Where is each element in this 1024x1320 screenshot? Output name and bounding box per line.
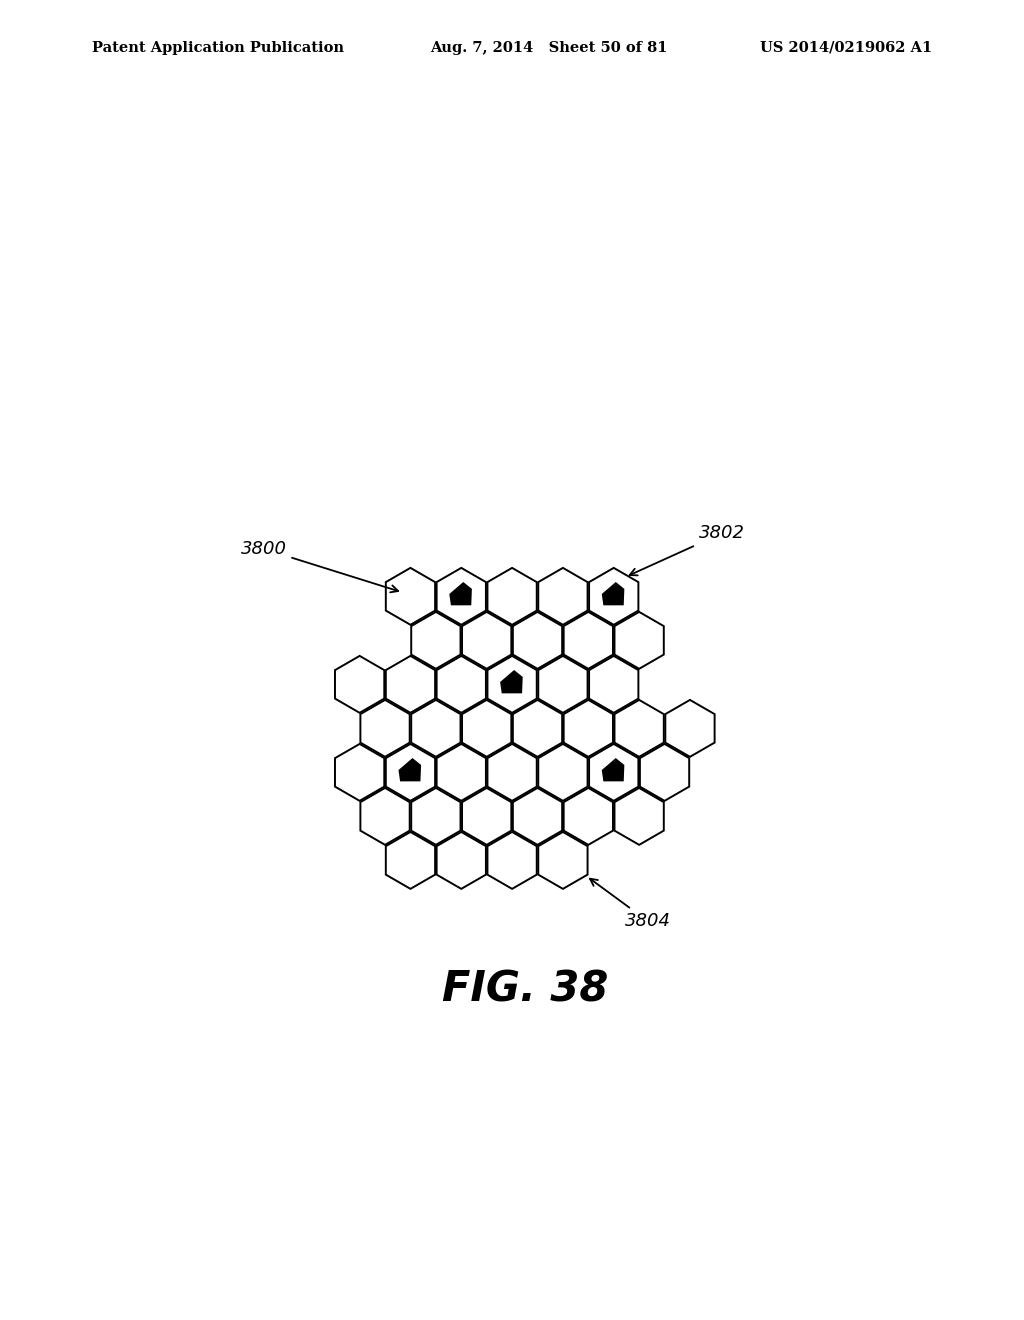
Polygon shape bbox=[614, 612, 664, 669]
Polygon shape bbox=[602, 582, 625, 606]
Polygon shape bbox=[335, 656, 384, 713]
Polygon shape bbox=[335, 744, 384, 801]
Polygon shape bbox=[386, 656, 435, 713]
Polygon shape bbox=[513, 612, 562, 669]
Polygon shape bbox=[563, 788, 613, 845]
Polygon shape bbox=[666, 700, 715, 756]
Polygon shape bbox=[462, 700, 511, 756]
Polygon shape bbox=[487, 744, 537, 801]
Polygon shape bbox=[450, 582, 472, 606]
Text: Patent Application Publication: Patent Application Publication bbox=[92, 41, 344, 55]
Polygon shape bbox=[360, 788, 410, 845]
Polygon shape bbox=[563, 612, 613, 669]
Polygon shape bbox=[539, 744, 588, 801]
Polygon shape bbox=[386, 744, 435, 801]
Polygon shape bbox=[640, 744, 689, 801]
Polygon shape bbox=[436, 832, 486, 888]
Polygon shape bbox=[539, 832, 588, 888]
Text: FIG. 38: FIG. 38 bbox=[441, 969, 608, 1011]
Text: 3804: 3804 bbox=[590, 879, 671, 931]
Polygon shape bbox=[436, 568, 486, 624]
Polygon shape bbox=[386, 832, 435, 888]
Polygon shape bbox=[513, 700, 562, 756]
Polygon shape bbox=[602, 758, 625, 781]
Polygon shape bbox=[386, 568, 435, 624]
Polygon shape bbox=[487, 656, 537, 713]
Text: 3802: 3802 bbox=[630, 524, 744, 576]
Polygon shape bbox=[412, 612, 461, 669]
Polygon shape bbox=[513, 788, 562, 845]
Text: 3800: 3800 bbox=[241, 540, 398, 593]
Polygon shape bbox=[412, 700, 461, 756]
Polygon shape bbox=[563, 700, 613, 756]
Polygon shape bbox=[539, 656, 588, 713]
Polygon shape bbox=[360, 700, 410, 756]
Polygon shape bbox=[487, 568, 537, 624]
Polygon shape bbox=[589, 656, 638, 713]
Polygon shape bbox=[589, 744, 638, 801]
Polygon shape bbox=[436, 656, 486, 713]
Polygon shape bbox=[487, 832, 537, 888]
Polygon shape bbox=[589, 568, 638, 624]
Polygon shape bbox=[539, 568, 588, 624]
Text: Aug. 7, 2014   Sheet 50 of 81: Aug. 7, 2014 Sheet 50 of 81 bbox=[430, 41, 668, 55]
Polygon shape bbox=[412, 788, 461, 845]
Polygon shape bbox=[462, 788, 511, 845]
Polygon shape bbox=[500, 671, 522, 693]
Polygon shape bbox=[398, 758, 421, 781]
Polygon shape bbox=[436, 744, 486, 801]
Polygon shape bbox=[462, 612, 511, 669]
Polygon shape bbox=[614, 700, 664, 756]
Text: US 2014/0219062 A1: US 2014/0219062 A1 bbox=[760, 41, 932, 55]
Polygon shape bbox=[614, 788, 664, 845]
